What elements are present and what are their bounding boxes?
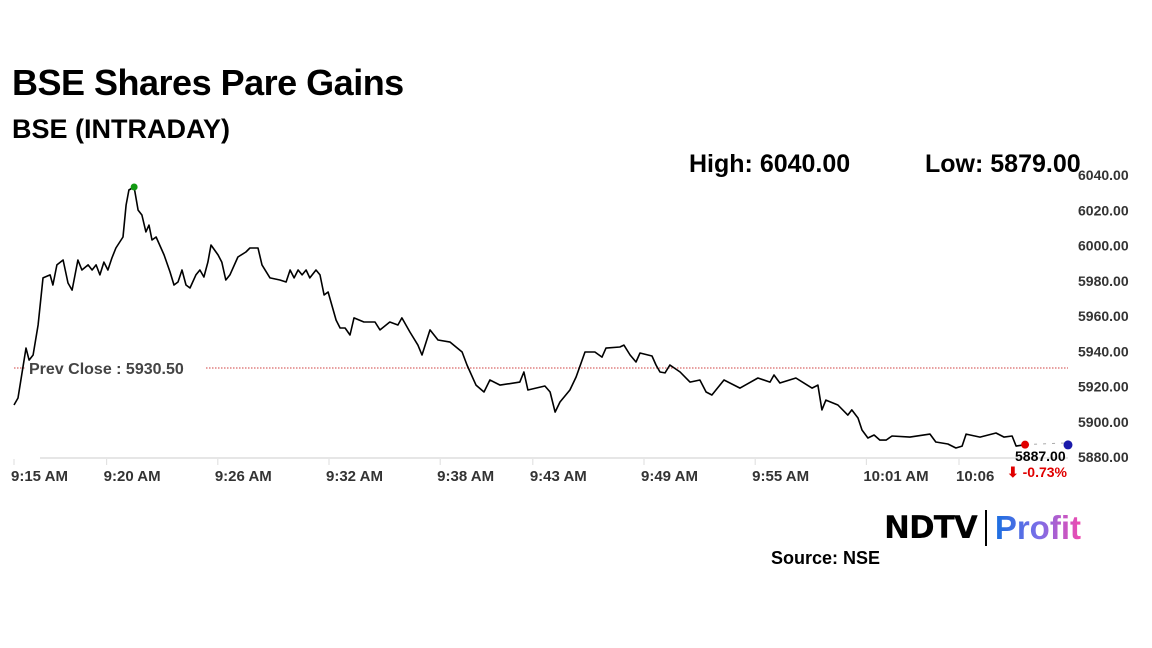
y-tick-label: 6020.00 [1078, 202, 1129, 218]
last-price-label: 5887.00 [1015, 448, 1066, 464]
x-tick-label: 9:55 AM [752, 468, 809, 485]
x-tick-label: 9:49 AM [641, 468, 698, 485]
chart-subtitle: BSE (INTRADAY) [12, 114, 231, 144]
y-tick-label: 5900.00 [1078, 414, 1129, 430]
ndtv-profit-logo: NDTV Profit [884, 508, 1081, 548]
x-tick-label: 10:01 AM [863, 468, 928, 485]
change-percent-label: ⬇ -0.73% [1007, 464, 1068, 480]
x-tick-label: 9:20 AM [104, 468, 161, 485]
y-tick-label: 5880.00 [1078, 449, 1129, 465]
logo-profit: Profit [994, 509, 1081, 546]
x-tick-label: 9:38 AM [437, 468, 494, 485]
y-tick-label: 5940.00 [1078, 343, 1129, 359]
page-title: BSE Shares Pare Gains [12, 62, 404, 103]
y-tick-label: 5920.00 [1078, 379, 1129, 395]
y-tick-label: 5980.00 [1078, 273, 1129, 289]
prev-close-label-bg [26, 357, 206, 378]
price-line [13, 186, 1026, 449]
peak-marker [130, 183, 138, 191]
logo-divider [984, 510, 987, 546]
price-line-extension [1025, 442, 1069, 446]
last-price-marker [1021, 440, 1030, 449]
low-value: Low: 5879.00 [925, 150, 1081, 178]
logo-ndtv: NDTV [884, 510, 978, 546]
x-tick-label: 10:06 [956, 468, 994, 485]
end-marker [1063, 440, 1073, 450]
high-value: High: 6040.00 [689, 150, 851, 178]
x-tick-label: 9:43 AM [530, 468, 587, 485]
source-label: Source: NSE [771, 548, 881, 568]
x-tick-label: 9:32 AM [326, 468, 383, 485]
x-tick-label: 9:26 AM [215, 468, 272, 485]
y-tick-label: 5960.00 [1078, 308, 1129, 324]
prev-close-label: Prev Close : 5930.50 [29, 361, 184, 378]
x-tick-label: 9:15 AM [11, 468, 68, 485]
y-tick-label: 6040.00 [1078, 167, 1129, 183]
y-tick-label: 6000.00 [1078, 238, 1129, 254]
